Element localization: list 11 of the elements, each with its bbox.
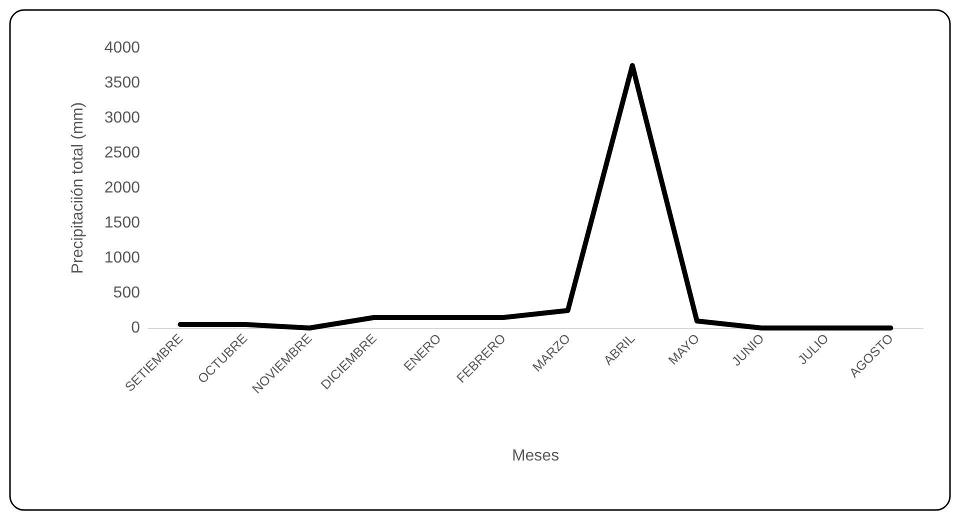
y-tick-label: 1000	[104, 250, 140, 266]
y-tick-label: 0	[131, 320, 140, 336]
y-axis-title: Precipitaciión total (mm)	[70, 102, 86, 274]
y-tick-label: 3500	[104, 74, 140, 92]
y-tick-label: 3000	[104, 110, 140, 126]
x-axis-title: Meses	[512, 448, 560, 464]
y-tick-label: 4000	[104, 40, 140, 56]
y-tick-label: 2000	[104, 180, 140, 196]
y-tick-label: 500	[113, 284, 140, 302]
y-tick-label: 2500	[104, 144, 140, 162]
y-tick-label: 1500	[104, 214, 140, 232]
